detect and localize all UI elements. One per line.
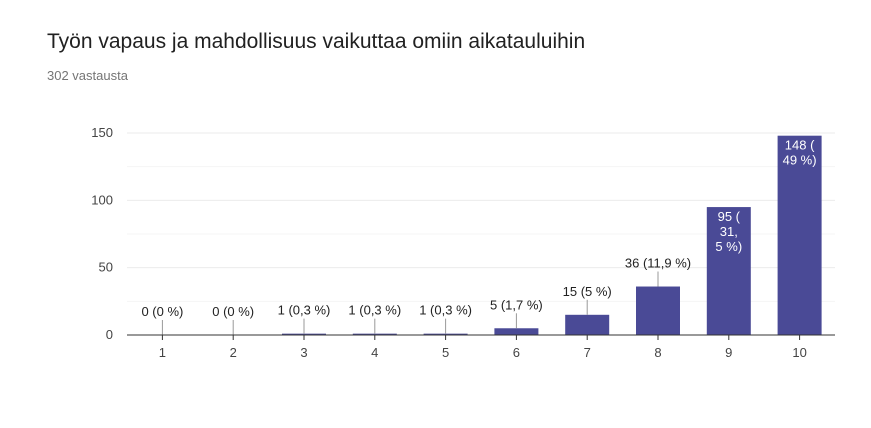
bar [352,333,397,335]
data-label: 5 %) [715,239,742,254]
bar [706,207,751,335]
data-label: 148 ( [785,138,815,153]
chart-title: Työn vapaus ja mahdollisuus vaikuttaa om… [47,30,586,53]
data-label: 36 (11,9 %) [625,256,691,271]
x-tick-label: 1 [159,345,166,360]
data-label: 49 %) [783,153,817,168]
bar [423,333,468,335]
x-tick-label: 7 [584,345,591,360]
x-tick-label: 8 [654,345,661,360]
data-label: 1 (0,3 %) [419,303,472,318]
x-tick-label: 4 [371,345,378,360]
response-count: 302 vastausta [47,68,128,83]
data-label: 1 (0,3 %) [348,303,401,318]
data-label: 0 (0 %) [141,304,183,319]
data-label: 5 (1,7 %) [490,297,543,312]
x-tick-label: 10 [792,345,806,360]
y-tick-label: 0 [106,327,113,342]
x-tick-label: 2 [230,345,237,360]
x-tick-label: 9 [725,345,732,360]
bar [494,328,539,335]
bar [565,314,610,335]
x-tick-label: 3 [300,345,307,360]
x-tick-label: 6 [513,345,520,360]
data-label: 95 ( [718,209,741,224]
x-tick-label: 5 [442,345,449,360]
y-tick-label: 50 [99,260,113,275]
y-tick-label: 150 [91,125,113,140]
bar [777,135,822,335]
data-label: 1 (0,3 %) [278,303,331,318]
bar [636,286,680,335]
y-tick-label: 100 [91,192,113,207]
data-label: 31, [720,224,738,239]
bar [282,333,326,335]
data-label: 0 (0 %) [212,304,254,319]
data-label: 15 (5 %) [563,284,612,299]
